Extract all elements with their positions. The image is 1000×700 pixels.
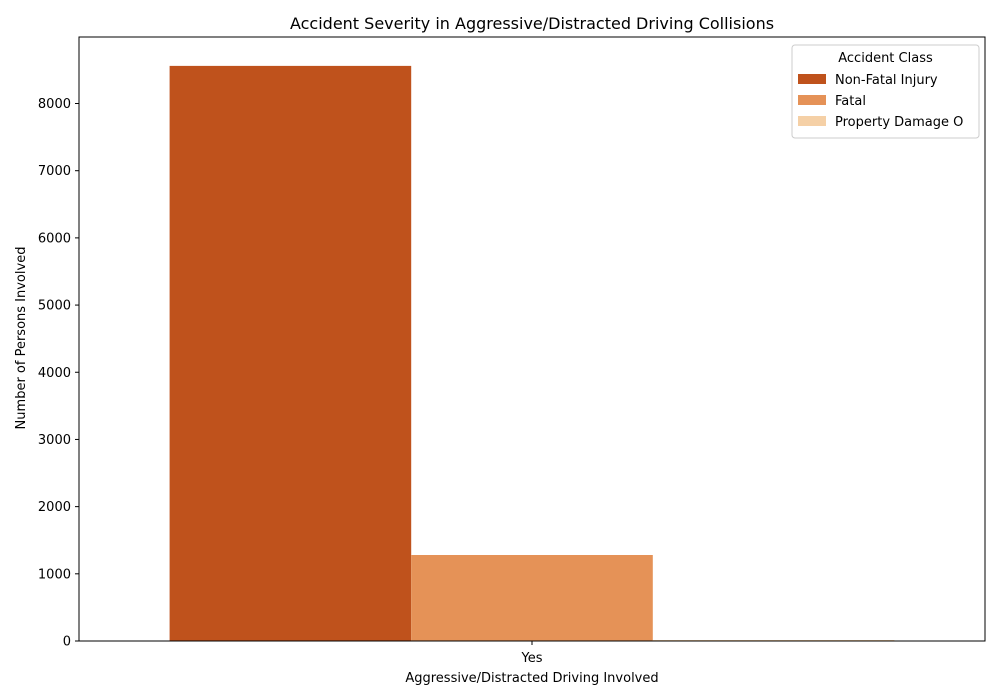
y-tick-label: 2000 [38, 500, 71, 515]
y-tick-label: 3000 [38, 433, 71, 448]
x-tick-label: Yes [521, 651, 543, 666]
legend-entry-label: Non-Fatal Injury [835, 73, 938, 88]
y-tick-label: 8000 [38, 97, 71, 112]
legend-box [791, 44, 980, 139]
y-tick-label: 0 [63, 635, 71, 650]
legend-swatch [798, 74, 826, 84]
bar-non-fatal-injury [169, 65, 412, 641]
y-axis-label: Number of Persons Involved [14, 247, 29, 430]
bar-fatal [411, 555, 653, 641]
y-axis: 0 1000 2000 3000 4000 5000 6000 7000 8000 [38, 97, 79, 650]
legend-swatch [798, 95, 826, 105]
y-tick-label: 1000 [38, 567, 71, 582]
legend-entry-label: Property Damage O [835, 115, 963, 130]
legend-entry-label: Fatal [835, 94, 866, 109]
chart-title: Accident Severity in Aggressive/Distract… [290, 14, 774, 33]
plot-frame [78, 36, 986, 642]
y-tick-label: 4000 [38, 366, 71, 381]
y-tick-label: 7000 [38, 164, 71, 179]
y-tick-label: 5000 [38, 299, 71, 314]
legend-swatch [798, 116, 826, 126]
legend-title: Accident Class [838, 51, 933, 66]
x-axis: Yes [521, 641, 543, 666]
y-tick-label: 6000 [38, 231, 71, 246]
bars-group [169, 65, 895, 641]
x-axis-label: Aggressive/Distracted Driving Involved [405, 671, 658, 686]
legend[interactable]: Accident Class Non-Fatal Injury Fatal Prope… [791, 44, 980, 139]
